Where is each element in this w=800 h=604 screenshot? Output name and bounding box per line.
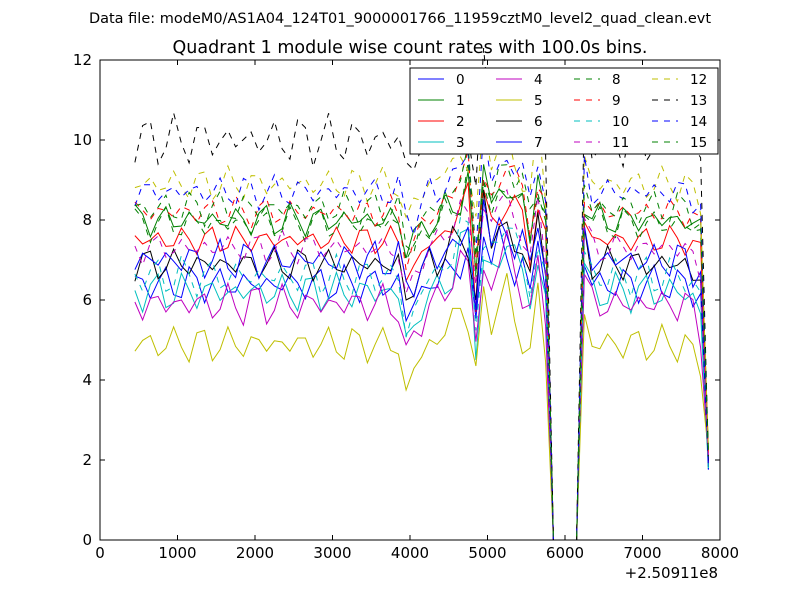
series-3-line (134, 228, 709, 541)
x-tick-label: 0 (95, 544, 105, 562)
chart-title: Quadrant 1 module wise count rates with … (173, 38, 648, 58)
legend-label-12: 12 (690, 72, 707, 88)
legend-label-0: 0 (456, 72, 465, 88)
axis-ticks: 0 1000 2000 3000 4000 5000 6000 7000 80000246810… (73, 51, 739, 562)
y-tick-label: 10 (73, 131, 92, 149)
legend-label-5: 5 (534, 93, 543, 109)
y-tick-label: 6 (82, 291, 92, 309)
legend-label-8: 8 (612, 72, 621, 88)
series-14-line (134, 129, 709, 541)
series-10-line (134, 216, 709, 541)
series-7-line (134, 199, 709, 541)
x-tick-label: 5000 (468, 544, 506, 562)
series-5-line (134, 273, 709, 541)
x-tick-label: 8000 (701, 544, 739, 562)
legend-box (409, 67, 719, 155)
series-1-line (134, 164, 709, 541)
y-tick-label: 8 (82, 211, 92, 229)
series-15-line (134, 144, 709, 541)
legend-label-6: 6 (534, 114, 543, 130)
series-4-line (134, 229, 709, 541)
x-tick-label: 2000 (236, 544, 274, 562)
x-tick-label: 6000 (546, 544, 584, 562)
x-tick-label: 7000 (623, 544, 661, 562)
suptitle: Data file: modeM0/AS1A04_124T01_90000017… (89, 11, 711, 27)
y-tick-label: 0 (82, 531, 92, 549)
x-tick-label: 3000 (313, 544, 351, 562)
legend-label-15: 15 (690, 135, 707, 151)
legend-label-4: 4 (534, 72, 543, 88)
legend-label-3: 3 (456, 135, 465, 151)
series-8-line (134, 161, 709, 541)
y-tick-label: 12 (73, 51, 92, 69)
legend-label-1: 1 (456, 93, 465, 109)
legend-label-7: 7 (534, 135, 543, 151)
legend-label-13: 13 (690, 93, 707, 109)
series-12-line (134, 113, 709, 541)
x-tick-label: 4000 (391, 544, 429, 562)
series-9-line (134, 150, 709, 541)
series-2-line (134, 182, 709, 541)
series-11-line (134, 188, 709, 541)
legend-label-2: 2 (456, 114, 465, 130)
x-offset-label: +2.50911e8 (625, 564, 718, 582)
legend-label-14: 14 (690, 114, 707, 130)
legend-label-10: 10 (612, 114, 629, 130)
y-tick-label: 4 (82, 371, 92, 389)
legend-label-11: 11 (612, 135, 629, 151)
series-0-line (134, 225, 709, 541)
legend-label-9: 9 (612, 93, 621, 109)
y-tick-label: 2 (82, 451, 92, 469)
x-tick-label: 1000 (158, 544, 196, 562)
